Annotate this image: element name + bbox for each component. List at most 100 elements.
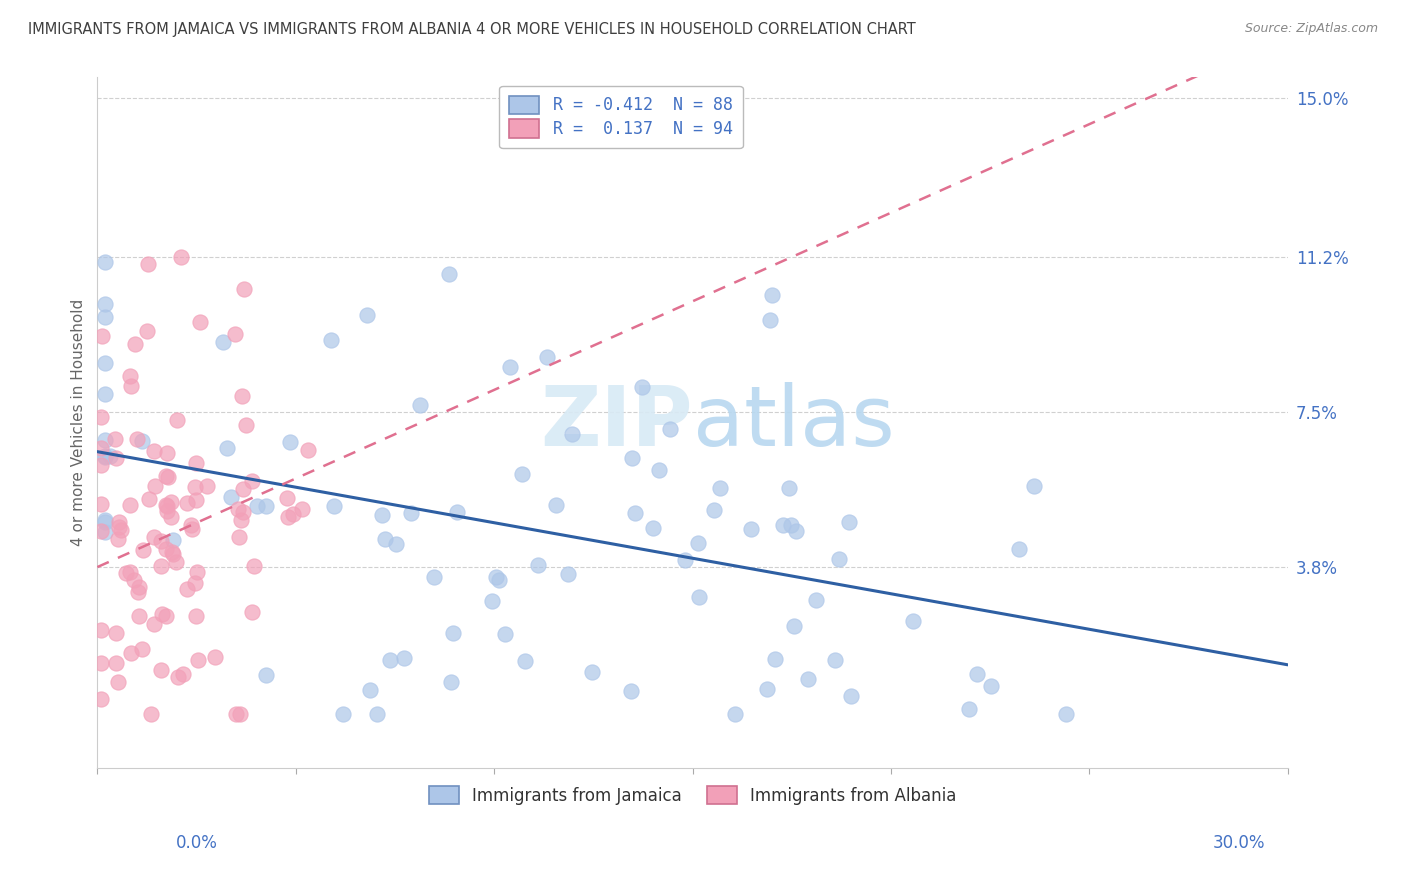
Point <box>150 663 173 677</box>
Point <box>423 570 446 584</box>
Point <box>658 422 681 436</box>
Point <box>688 591 710 605</box>
Point <box>90 441 112 455</box>
Point <box>127 585 149 599</box>
Point <box>481 594 503 608</box>
Point <box>184 456 207 470</box>
Point <box>839 690 862 704</box>
Point <box>155 608 177 623</box>
Point <box>359 682 381 697</box>
Point <box>297 443 319 458</box>
Point <box>903 614 925 628</box>
Point <box>709 481 731 495</box>
Point <box>156 504 179 518</box>
Point <box>224 327 246 342</box>
Point <box>120 646 142 660</box>
Point <box>246 499 269 513</box>
Point <box>107 519 129 533</box>
Point <box>160 544 183 558</box>
Point <box>277 509 299 524</box>
Point <box>966 667 988 681</box>
Point <box>94 387 117 401</box>
Point <box>510 467 533 482</box>
Point <box>94 434 117 448</box>
Point <box>371 508 394 522</box>
Point <box>772 518 794 533</box>
Point <box>94 310 117 324</box>
Point <box>204 649 226 664</box>
Point <box>409 398 432 412</box>
Point <box>120 379 142 393</box>
Point <box>94 356 117 370</box>
Point <box>322 499 344 513</box>
Point <box>162 533 184 547</box>
Text: ZIP: ZIP <box>540 382 693 463</box>
Point <box>131 641 153 656</box>
Point <box>160 509 183 524</box>
Point <box>127 433 149 447</box>
Point <box>761 287 783 301</box>
Point <box>283 508 305 522</box>
Point <box>276 491 298 505</box>
Point <box>242 559 264 574</box>
Point <box>166 670 188 684</box>
Point <box>1024 479 1046 493</box>
Point <box>155 469 177 483</box>
Point <box>114 566 136 581</box>
Point <box>779 517 801 532</box>
Text: IMMIGRANTS FROM JAMAICA VS IMMIGRANTS FROM ALBANIA 4 OR MORE VEHICLES IN HOUSEHO: IMMIGRANTS FROM JAMAICA VS IMMIGRANTS FR… <box>28 22 915 37</box>
Point <box>141 706 163 721</box>
Point <box>118 565 141 579</box>
Point <box>446 505 468 519</box>
Point <box>804 592 827 607</box>
Point <box>128 608 150 623</box>
Point <box>630 379 652 393</box>
Point <box>128 580 150 594</box>
Point <box>254 500 277 514</box>
Point <box>187 652 209 666</box>
Point <box>513 653 536 667</box>
Point <box>232 482 254 496</box>
Point <box>828 552 851 566</box>
Point <box>557 566 579 581</box>
Point <box>110 524 132 538</box>
Point <box>94 513 117 527</box>
Text: 30.0%: 30.0% <box>1213 834 1265 852</box>
Point <box>643 521 665 535</box>
Text: 0.0%: 0.0% <box>176 834 218 852</box>
Point <box>228 530 250 544</box>
Point <box>94 449 117 463</box>
Point <box>143 530 166 544</box>
Point <box>105 656 128 670</box>
Point <box>120 369 142 384</box>
Point <box>392 651 415 665</box>
Point <box>527 558 550 573</box>
Point <box>152 607 174 621</box>
Point <box>356 308 378 322</box>
Point <box>231 389 253 403</box>
Point <box>94 450 117 464</box>
Point <box>384 536 406 550</box>
Legend: Immigrants from Jamaica, Immigrants from Albania: Immigrants from Jamaica, Immigrants from… <box>419 776 966 815</box>
Y-axis label: 4 or more Vehicles in Household: 4 or more Vehicles in Household <box>72 299 86 546</box>
Point <box>401 506 423 520</box>
Point <box>378 653 401 667</box>
Point <box>440 674 463 689</box>
Point <box>131 434 153 448</box>
Point <box>229 706 252 721</box>
Point <box>824 653 846 667</box>
Point <box>499 359 522 374</box>
Point <box>90 624 112 638</box>
Point <box>135 324 157 338</box>
Point <box>176 582 198 596</box>
Point <box>186 565 208 579</box>
Point <box>620 684 643 698</box>
Point <box>155 542 177 557</box>
Point <box>215 442 238 456</box>
Point <box>90 458 112 473</box>
Point <box>229 513 252 527</box>
Point <box>184 575 207 590</box>
Point <box>332 706 354 721</box>
Point <box>132 543 155 558</box>
Point <box>98 449 121 463</box>
